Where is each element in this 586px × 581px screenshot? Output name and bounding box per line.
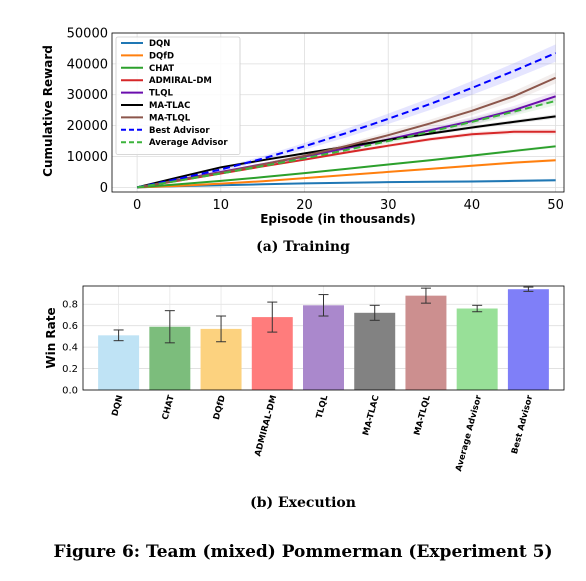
training-x-ticks: 0 10 20 30 40 50 — [133, 198, 564, 213]
bar-best-advisor — [507, 289, 549, 390]
error-bar-dqn — [113, 329, 124, 342]
line-chat — [137, 145, 556, 189]
execution-y-tick-label: 0.6 — [62, 321, 78, 332]
execution-category-labels: DQN CHAT DQfD ADMIRAL-DM TLQL MA-TLAC MA-TLQL A… — [110, 393, 535, 472]
error-bar-chat — [164, 310, 175, 344]
training-plot-frame — [111, 32, 565, 193]
category-label-ma-tlac: MA-TLAC — [361, 394, 381, 437]
legend-label-tlql: TLQL — [149, 89, 173, 99]
training-y-ticks: 0 10000 20000 30000 40000 50000 — [67, 27, 108, 196]
error-bar-ma-tlac — [369, 304, 380, 321]
training-y-tick-label: 40000 — [67, 57, 108, 72]
execution-y-tick-label: 0.4 — [62, 343, 78, 354]
training-series-lines — [136, 52, 557, 189]
category-label-admiral-dm: ADMIRAL-DM — [253, 394, 279, 457]
execution-y-tick-label: 0.0 — [62, 386, 78, 397]
line-average-advisor — [136, 99, 556, 189]
training-x-tick-label: 20 — [296, 198, 313, 213]
execution-y-tick-label: 0.2 — [62, 364, 78, 375]
training-x-tick-label: 50 — [547, 198, 564, 213]
execution-y-tick-label: 0.8 — [62, 300, 78, 311]
execution-y-ticks: 0.0 0.2 0.4 0.6 0.8 — [62, 300, 78, 397]
category-label-tlql: TLQL — [315, 394, 331, 420]
line-dqfd — [137, 159, 556, 189]
legend-label-dqn: DQN — [149, 39, 170, 49]
training-x-tick-label: 30 — [380, 198, 397, 213]
training-x-tick-label: 0 — [133, 198, 141, 213]
error-bar-average-advisor — [472, 304, 483, 313]
legend-label-ma-tlql: MA-TLQL — [149, 113, 191, 123]
execution-plot-frame — [82, 285, 565, 391]
execution-error-bars — [113, 286, 534, 344]
training-y-tick-label: 10000 — [67, 150, 108, 165]
line-dqn — [137, 179, 556, 189]
line-best-advisor — [136, 52, 557, 189]
category-label-best-advisor: Best Advisor — [510, 393, 536, 455]
training-x-tick-label: 40 — [464, 198, 481, 213]
band-dqfd — [137, 158, 556, 188]
execution-bars — [98, 289, 549, 390]
category-label-ma-tlql: MA-TLQL — [413, 394, 433, 437]
training-y-tick-label: 30000 — [67, 88, 108, 103]
training-legend: DQN DQfD CHAT ADMIRAL-DM TLQL MA-TLAC MA-TLQL B… — [115, 36, 241, 155]
training-y-tick-label: 0 — [100, 181, 108, 196]
error-bar-best-advisor — [523, 286, 534, 292]
training-caption: (a) Training — [256, 239, 350, 255]
legend-box — [115, 36, 241, 155]
bar-average-advisor — [456, 308, 498, 390]
error-bar-ma-tlql — [420, 287, 431, 304]
bar-ma-tlac — [354, 312, 396, 390]
error-bar-tlql — [318, 294, 329, 317]
training-y-tick-label: 20000 — [67, 119, 108, 134]
legend-label-average-advisor: Average Advisor — [149, 138, 228, 148]
execution-chart: 0.0 0.2 0.4 0.6 0.8 DQN CHAT DQfD ADMIRAL-DM TLQ… — [44, 285, 565, 511]
training-y-axis-label: Cumulative Reward — [41, 45, 55, 177]
execution-caption: (b) Execution — [250, 495, 356, 511]
category-label-dqn: DQN — [110, 394, 125, 417]
error-bar-dqfd — [216, 315, 227, 343]
training-x-tick-label: 10 — [213, 198, 230, 213]
legend-label-dqfd: DQfD — [149, 51, 174, 61]
training-chart: 0 10 20 30 40 50 0 10000 20000 30000 40000 50000 E… — [41, 27, 565, 255]
figure-caption: Figure 6: Team (mixed) Pommerman (Experi… — [54, 542, 553, 562]
category-label-chat: CHAT — [161, 394, 177, 421]
bar-tlql — [303, 305, 344, 390]
legend-label-ma-tlac: MA-TLAC — [149, 101, 190, 111]
legend-label-chat: CHAT — [149, 64, 174, 74]
bar-ma-tlql — [405, 295, 447, 390]
execution-y-axis-label: Win Rate — [44, 307, 58, 368]
bar-dqn — [98, 335, 140, 390]
legend-label-admiral-dm: ADMIRAL-DM — [149, 76, 212, 86]
training-y-tick-label: 50000 — [67, 27, 108, 42]
training-x-axis-label: Episode (in thousands) — [260, 212, 416, 226]
legend-label-best-advisor: Best Advisor — [149, 126, 210, 136]
category-label-average-advisor: Average Advisor — [454, 393, 484, 472]
category-label-dqfd: DQfD — [212, 394, 228, 421]
error-bar-admiral-dm — [267, 301, 278, 333]
